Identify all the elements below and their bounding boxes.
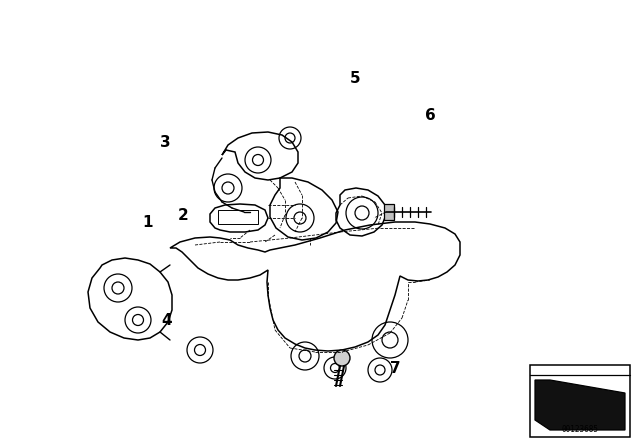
Polygon shape: [384, 204, 394, 220]
Circle shape: [334, 350, 350, 366]
Text: 00123685: 00123685: [561, 425, 598, 434]
Text: 6: 6: [424, 108, 435, 122]
Text: 3: 3: [160, 134, 170, 150]
Polygon shape: [535, 380, 625, 430]
Text: 2: 2: [178, 207, 188, 223]
Text: 7: 7: [390, 361, 400, 375]
Text: 5: 5: [349, 70, 360, 86]
Text: 1: 1: [143, 215, 153, 229]
Text: 4: 4: [162, 313, 172, 327]
